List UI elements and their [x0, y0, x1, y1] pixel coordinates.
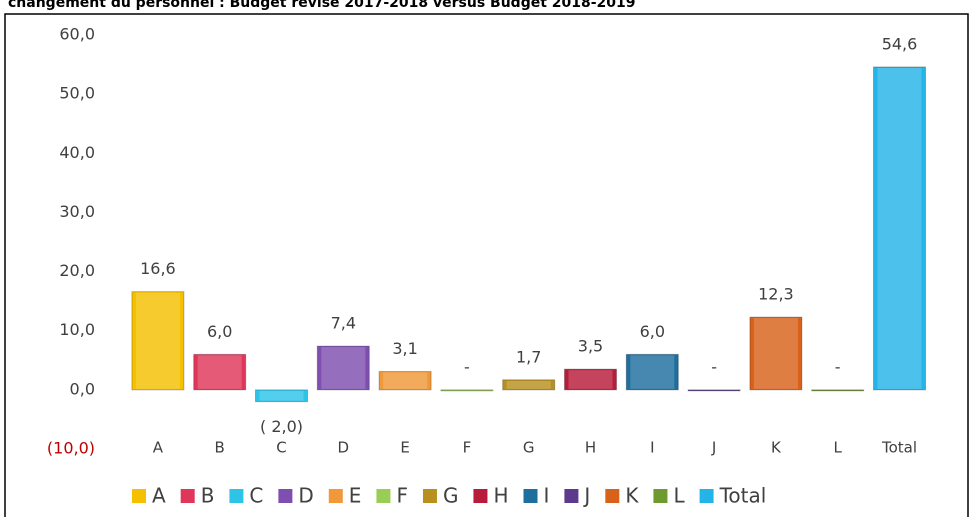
- legend-label: L: [673, 484, 685, 508]
- x-tick-label: C: [276, 439, 286, 457]
- legend-swatch: [278, 489, 293, 503]
- value-label: -: [711, 357, 717, 376]
- x-tick-label: F: [463, 439, 472, 457]
- bar: [687, 389, 741, 392]
- x-tick-label: A: [153, 439, 164, 457]
- bar-shine: [506, 380, 551, 389]
- bar: [502, 379, 556, 391]
- legend-swatch: [699, 489, 714, 503]
- value-label: -: [464, 357, 470, 376]
- x-tick-label: K: [771, 439, 782, 457]
- legend-label: I: [544, 484, 550, 508]
- legend-swatch: [605, 489, 620, 503]
- legend-label: K: [625, 484, 639, 508]
- legend-swatch: [132, 489, 146, 503]
- bar: [749, 316, 803, 391]
- legend-swatch: [229, 489, 244, 503]
- bar-shine: [135, 292, 180, 389]
- y-tick-label: 20,0: [59, 261, 95, 280]
- x-tick-label: J: [711, 439, 716, 457]
- value-label: 54,6: [882, 34, 918, 53]
- legend-swatch: [564, 489, 579, 503]
- legend-label: B: [201, 484, 215, 508]
- x-tick-label: B: [215, 439, 225, 457]
- legend-swatch: [422, 489, 437, 503]
- bar-shine: [383, 372, 428, 389]
- bar-shine: [630, 355, 675, 389]
- x-tick-label: G: [523, 439, 535, 457]
- value-label: 1,7: [516, 347, 541, 366]
- legend-swatch: [473, 489, 488, 503]
- value-label: 3,5: [578, 337, 603, 356]
- bar: [873, 66, 926, 391]
- bar: [811, 389, 865, 392]
- value-label: 6,0: [640, 322, 665, 341]
- value-label: 12,3: [758, 285, 794, 304]
- x-tick-label: H: [585, 439, 596, 457]
- bar: [378, 371, 432, 391]
- legend-swatch: [523, 489, 538, 503]
- bar: [193, 353, 247, 391]
- legend-label: Total: [719, 484, 767, 508]
- legend-label: C: [249, 484, 263, 508]
- bar-shine: [321, 347, 366, 389]
- value-label: 16,6: [140, 259, 176, 278]
- bar: [255, 389, 308, 403]
- legend-swatch: [328, 489, 343, 503]
- value-label: 7,4: [331, 314, 356, 333]
- legend-label: J: [582, 484, 590, 508]
- bar-shine: [877, 67, 922, 389]
- bar: [625, 353, 679, 391]
- legend-swatch: [653, 489, 668, 503]
- y-tick-label: 10,0: [59, 320, 95, 339]
- y-tick-label: 30,0: [59, 202, 95, 221]
- chart-frame: [4, 13, 969, 517]
- bar-shine: [197, 355, 242, 389]
- y-tick-label: (10,0): [47, 439, 95, 458]
- value-label: -: [835, 357, 841, 376]
- x-tick-label: E: [400, 439, 409, 457]
- bar-shine: [753, 318, 798, 389]
- bar-shine: [568, 370, 613, 389]
- bar: [131, 291, 185, 391]
- legend-label: F: [396, 484, 408, 508]
- value-label: ( 2,0): [260, 417, 303, 436]
- legend-label: D: [298, 484, 313, 508]
- bar: [316, 345, 370, 391]
- x-tick-label: D: [338, 439, 350, 457]
- value-label: 3,1: [392, 339, 417, 358]
- legend-swatch: [180, 489, 195, 503]
- bar: [440, 389, 494, 392]
- y-tick-label: 40,0: [59, 143, 95, 162]
- bar: [564, 368, 617, 391]
- legend-label: E: [349, 484, 362, 508]
- x-tick-label: L: [834, 439, 843, 457]
- value-label: 6,0: [207, 322, 232, 341]
- x-tick-label: I: [650, 439, 654, 457]
- legend-label: H: [493, 484, 508, 508]
- bar-shine: [259, 390, 304, 401]
- x-tick-label: Total: [881, 439, 917, 457]
- legend-swatch: [376, 489, 391, 503]
- y-tick-label: 0,0: [70, 379, 95, 398]
- y-tick-label: 60,0: [59, 25, 95, 44]
- chart-title: changement du personnel : Budget révisé …: [8, 0, 636, 11]
- legend-label: A: [152, 484, 166, 508]
- y-tick-label: 50,0: [59, 84, 95, 103]
- legend-label: G: [443, 484, 459, 508]
